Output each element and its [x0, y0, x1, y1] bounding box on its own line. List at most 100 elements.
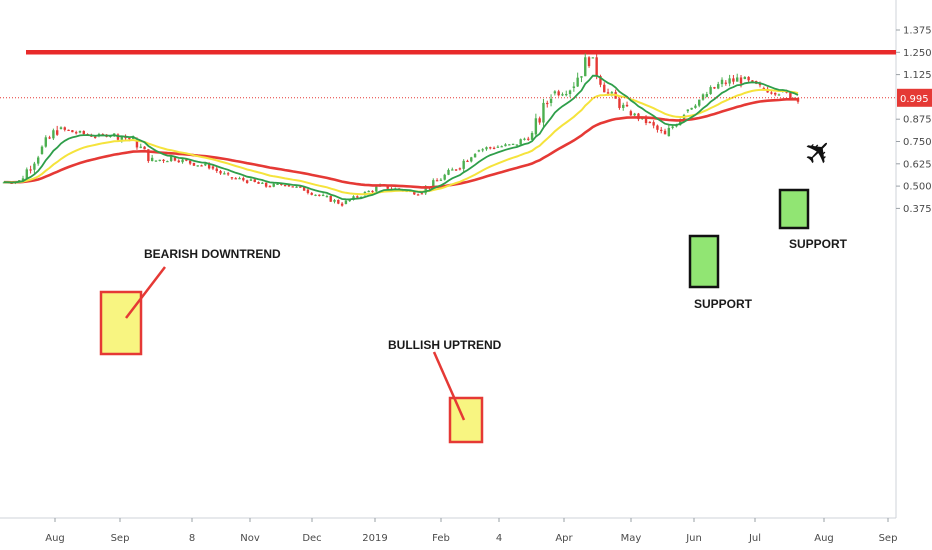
candle-body — [337, 199, 340, 204]
candle-body — [553, 91, 557, 94]
x-tick-label: 8 — [189, 533, 195, 544]
candle-body — [439, 179, 443, 181]
last-price-tag — [897, 88, 932, 107]
candle-body — [728, 78, 731, 84]
candle-body — [211, 166, 215, 169]
candle-body — [435, 180, 439, 182]
candle-body — [671, 126, 674, 128]
candle-body — [705, 94, 709, 97]
candle-body — [546, 102, 549, 105]
candle-body — [348, 199, 351, 202]
candle-body — [443, 174, 446, 180]
candle-body — [762, 87, 766, 90]
bearish-highlight-box — [99, 290, 143, 356]
support-label-1: SUPPORT — [694, 297, 753, 311]
candle-body — [287, 184, 291, 187]
candle-body — [249, 179, 253, 181]
candle-body — [420, 193, 424, 195]
candle-body — [242, 178, 245, 181]
candle-body — [633, 113, 636, 116]
candle-body — [595, 57, 598, 77]
candle-body — [93, 136, 97, 138]
candle-body — [660, 129, 663, 132]
last-price-label: 0.995 — [900, 94, 929, 105]
candle-body — [576, 77, 579, 87]
candle-body — [690, 107, 693, 110]
candles — [2, 53, 800, 207]
candle-body — [310, 192, 313, 195]
candle-body — [295, 186, 298, 188]
x-tick-label: May — [621, 533, 642, 544]
candle-body — [25, 169, 28, 179]
candle-body — [302, 187, 306, 191]
candle-body — [462, 160, 465, 169]
support-label-2: SUPPORT — [789, 237, 848, 251]
candle-body — [67, 129, 70, 131]
candle-body — [36, 157, 40, 164]
candle-body — [698, 99, 701, 106]
mid-moving-average — [3, 88, 799, 196]
candle-body — [158, 159, 161, 161]
candle-body — [720, 79, 724, 85]
price-axis[interactable]: 0.375 0.500 0.625 0.750 0.875 1.125 1.250 1.375 — [896, 26, 932, 215]
candle-body — [447, 169, 450, 175]
bearish-downtrend-label: BEARISH DOWNTREND — [144, 247, 281, 261]
candle-body — [116, 134, 120, 140]
candle-body — [492, 147, 496, 149]
fast-moving-average — [3, 74, 799, 201]
candle-body — [333, 199, 336, 202]
bearish-arrow — [125, 266, 166, 319]
candle-body — [424, 187, 427, 194]
airplane-glyph: ✈ — [795, 128, 843, 176]
candle-body — [314, 194, 317, 196]
annotations: BEARISH DOWNTREND BULLISH UPTREND SUPPORT S… — [125, 237, 848, 421]
candle-body — [648, 121, 652, 124]
candle-body — [120, 137, 123, 140]
candle-body — [580, 76, 583, 78]
candle-body — [549, 98, 553, 103]
candle-body — [78, 131, 82, 133]
candle-body — [603, 84, 606, 93]
candle-body — [618, 98, 621, 108]
candle-body — [207, 163, 211, 169]
support-box-2 — [778, 188, 810, 230]
candle-body — [477, 150, 481, 152]
candle-body — [572, 86, 576, 88]
candle-body — [587, 57, 591, 67]
candle-body — [796, 97, 800, 102]
candle-body — [644, 116, 648, 124]
candle-body — [701, 94, 705, 100]
candle-body — [143, 146, 146, 150]
x-tick-label: Aug — [814, 533, 834, 544]
candle-body — [527, 138, 530, 140]
candle-body — [458, 168, 462, 170]
candle-body — [272, 183, 275, 187]
x-tick-label: Nov — [240, 533, 260, 544]
candle-body — [679, 119, 682, 126]
candle-body — [481, 149, 484, 151]
time-axis[interactable]: Aug Sep 8 Nov Dec 2019 Feb 4 Apr May Jun Jul Aug Sep — [45, 518, 897, 544]
candle-body — [340, 203, 344, 206]
candle-body — [223, 173, 226, 175]
candle-body — [709, 87, 712, 95]
candle-body — [375, 186, 378, 192]
candle-body — [329, 196, 332, 202]
candle-body — [192, 162, 196, 166]
candle-body — [204, 163, 207, 166]
candle-body — [44, 137, 47, 147]
bullish-highlight-box — [448, 396, 484, 444]
candle-body — [530, 132, 534, 140]
candle-body — [306, 189, 310, 193]
candle-body — [185, 159, 188, 161]
candle-body — [268, 186, 272, 188]
candle-body — [71, 130, 74, 133]
candle-body — [568, 90, 572, 95]
candle-body — [694, 105, 697, 108]
candle-body — [542, 102, 545, 123]
candle-body — [276, 183, 279, 185]
candle-body — [253, 179, 256, 183]
candle-body — [625, 104, 629, 107]
candle-body — [280, 183, 283, 185]
candle-body — [584, 57, 587, 77]
